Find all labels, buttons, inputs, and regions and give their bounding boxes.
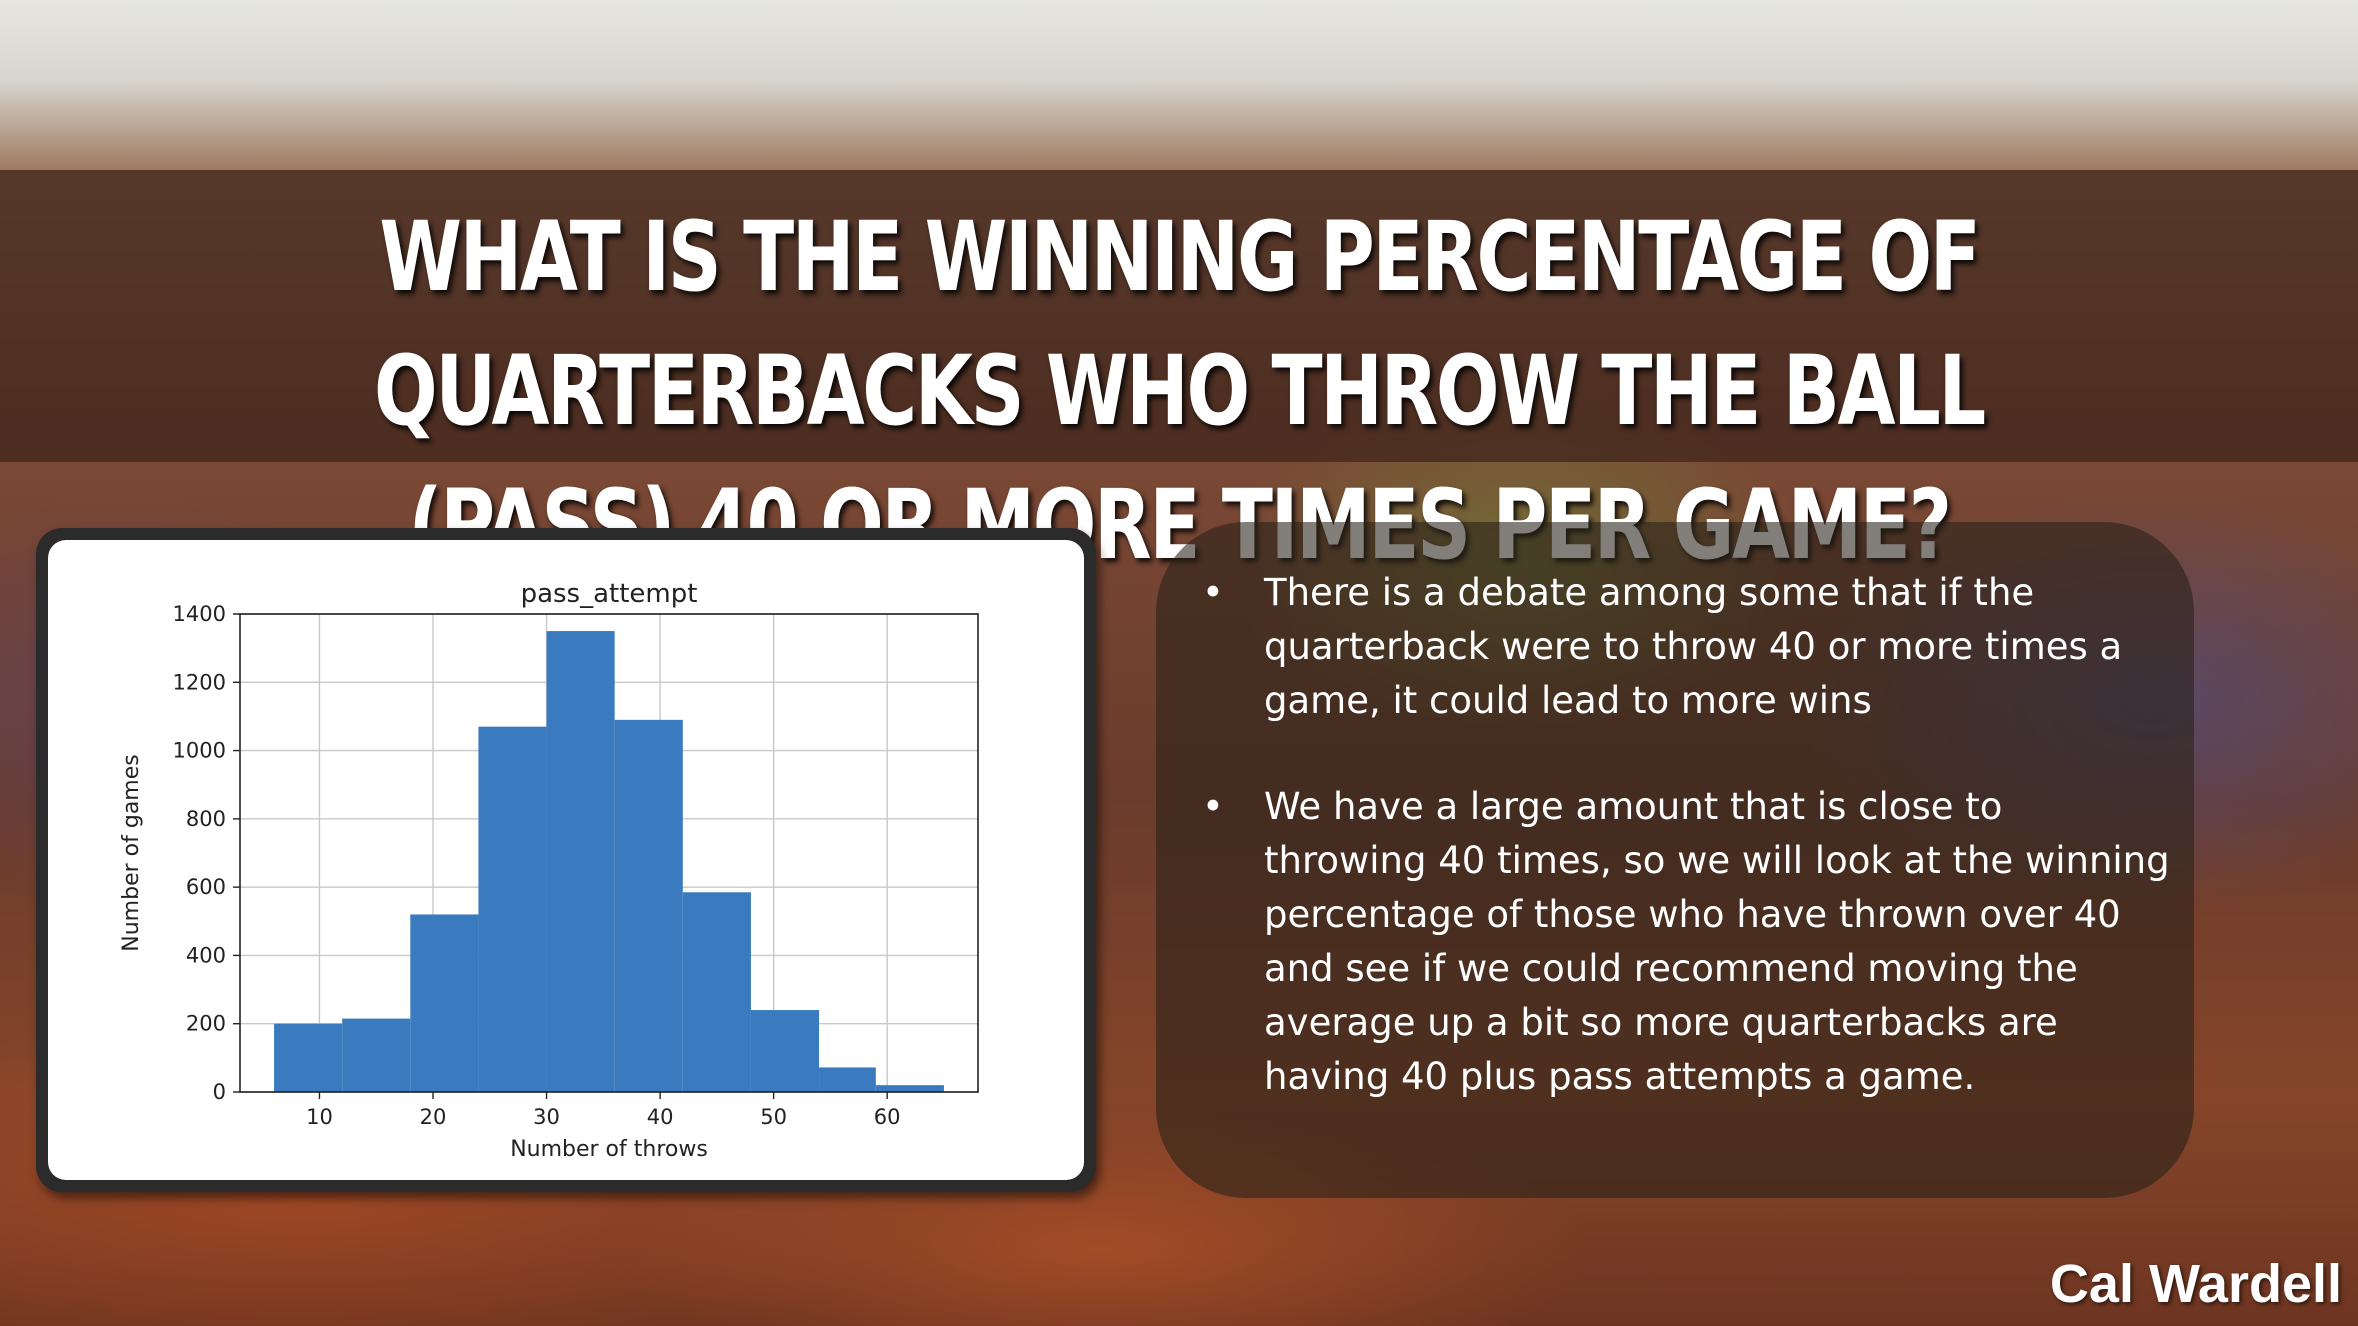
chart-frame: 10 20 30 40 50 60 0 200 400 600 800 1000 1200 1400 pa… bbox=[36, 528, 1096, 1192]
y-tick-label: 1000 bbox=[173, 739, 226, 763]
histogram-bar bbox=[614, 719, 683, 1092]
histogram-bar bbox=[682, 892, 751, 1092]
histogram-bar bbox=[875, 1085, 944, 1092]
y-tick-label: 800 bbox=[186, 807, 226, 831]
histogram-bar bbox=[274, 1023, 343, 1092]
y-tick-label: 0 bbox=[213, 1080, 226, 1104]
x-tick-label: 50 bbox=[760, 1105, 787, 1129]
y-axis-label: Number of games bbox=[119, 754, 144, 951]
plot-frame bbox=[239, 613, 979, 1093]
x-tick-label: 60 bbox=[874, 1105, 901, 1129]
x-tick-label: 20 bbox=[420, 1105, 447, 1129]
x-axis-label: Number of throws bbox=[510, 1137, 708, 1162]
y-tick-label: 200 bbox=[186, 1012, 226, 1036]
y-tick-label: 600 bbox=[186, 875, 226, 899]
y-tick-label: 1200 bbox=[173, 670, 226, 694]
bullet-item: We have a large amount that is close to … bbox=[1196, 780, 2176, 1104]
histogram-bar bbox=[342, 1018, 411, 1092]
histogram-bar bbox=[478, 726, 547, 1092]
chart-title: pass_attempt bbox=[521, 579, 698, 609]
x-tick-label: 10 bbox=[306, 1105, 333, 1129]
histogram-bar bbox=[750, 1010, 820, 1092]
histogram-bar bbox=[546, 631, 615, 1092]
chart-card: 10 20 30 40 50 60 0 200 400 600 800 1000 1200 1400 pa… bbox=[48, 540, 1084, 1180]
author-name: Cal Wardell bbox=[2049, 1254, 2342, 1314]
histogram-bar bbox=[410, 914, 479, 1092]
x-tick-label: 30 bbox=[533, 1105, 560, 1129]
bullet-list: There is a debate among some that if the… bbox=[1196, 566, 2176, 1156]
y-tick-label: 400 bbox=[186, 943, 226, 967]
bullet-item: There is a debate among some that if the… bbox=[1196, 566, 2176, 728]
x-tick-label: 40 bbox=[647, 1105, 674, 1129]
bar-layer bbox=[274, 631, 944, 1092]
title-band bbox=[0, 170, 2358, 462]
y-tick-label: 1400 bbox=[173, 602, 226, 626]
histogram-bar bbox=[819, 1067, 876, 1092]
